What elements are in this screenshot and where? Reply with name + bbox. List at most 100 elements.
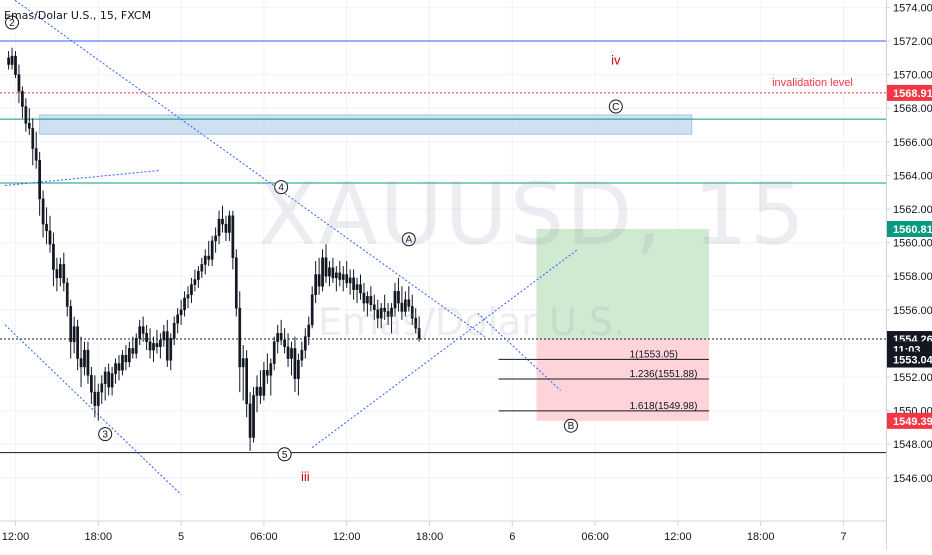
candle-body [55, 269, 59, 279]
candle-body [186, 294, 190, 299]
price-tick-label: 1566.00 [893, 137, 932, 149]
candle-body [366, 296, 369, 304]
candle-body [131, 348, 135, 354]
price-tick-label: 1570.00 [893, 70, 932, 82]
candle-body [338, 272, 342, 280]
trendline [13, 0, 485, 338]
candle-body [331, 267, 335, 279]
candle-body [221, 218, 224, 225]
candle-body [65, 282, 69, 307]
candle-body [162, 331, 166, 341]
candle-body [303, 336, 307, 351]
candle-body [379, 307, 383, 319]
candle-body [386, 311, 390, 317]
wave-label-3: 3 [102, 430, 108, 441]
candle-body [276, 333, 280, 342]
time-axis[interactable]: 12:00 18:00 5 06:00 12:00 18:00 6 06:00 12:00 18:… [0, 520, 886, 543]
candle-body [217, 218, 221, 237]
trendline [5, 169, 161, 186]
price-badge-label: 1560.81 [893, 224, 932, 236]
candle-body [103, 371, 107, 384]
price-tick-label: 1552.00 [893, 372, 932, 384]
wave-marker-circle [98, 427, 113, 442]
candle-body [200, 264, 204, 272]
candle-body [352, 277, 355, 290]
candle-body [369, 296, 373, 306]
candle-body [69, 306, 73, 342]
candle-body [214, 235, 217, 242]
candle-body [93, 391, 97, 406]
symbol-legend[interactable]: Emas/Dolar U.S., 15, FXCM [4, 9, 152, 22]
candle-body [300, 349, 304, 361]
time-tick-label: 06:00 [581, 531, 609, 543]
candle-body [335, 272, 338, 279]
candle-body [228, 215, 231, 233]
candle-body [59, 264, 62, 279]
price-tick-label: 1572.00 [893, 36, 932, 48]
time-tick-label: 06:00 [250, 531, 278, 543]
candle-body [27, 123, 31, 129]
annotation-layer: 1(1553.05) 1.236(1551.88) 1.618(1549.98) in… [5, 15, 853, 484]
candle-body [417, 328, 421, 339]
ticker-watermark: XAUUSD, 15 [258, 165, 807, 265]
candle-body [183, 297, 186, 311]
fib-level-label: 1(1553.05) [630, 349, 678, 360]
price-badge [887, 220, 932, 237]
candle-body [24, 106, 28, 124]
wave-label-iv: iv [611, 53, 621, 68]
candle-body [10, 55, 14, 65]
price-tick-label: 1558.00 [893, 271, 932, 283]
candle-body [179, 309, 183, 316]
candle-body [169, 338, 173, 361]
candle-body [38, 160, 41, 200]
price-badge-label: 1568.91 [893, 88, 932, 100]
candle-body [283, 339, 286, 348]
candle-body [286, 346, 290, 359]
wave-marker-circle [5, 15, 20, 30]
candle-body [190, 284, 193, 295]
candle-body [355, 284, 359, 290]
profit-target-zone [536, 228, 709, 340]
candle-body [397, 291, 400, 304]
wave-label-2: 2 [9, 18, 15, 29]
candle-body [121, 354, 124, 371]
candle-body [117, 363, 121, 371]
price-tick-label: 1562.00 [893, 204, 932, 216]
candle-body [348, 277, 352, 284]
time-tick-label: 12:00 [2, 531, 30, 543]
wave-label-4: 4 [278, 183, 284, 194]
price-axis[interactable]: 1546.001548.001550.001552.001554.001556.… [886, 2, 932, 485]
candle-body [90, 375, 93, 393]
candle-body [293, 348, 297, 379]
candle-body [297, 359, 300, 379]
candle-body [307, 324, 311, 337]
candle-body [362, 292, 366, 304]
candle-body [203, 255, 207, 265]
candle-body [114, 363, 117, 374]
wave-marker-circle [401, 232, 416, 247]
candle-body [341, 274, 345, 280]
price-badge [887, 351, 932, 368]
candle-body [76, 326, 79, 359]
candle-body [96, 391, 100, 406]
candle-body [86, 349, 90, 376]
candle-body [172, 322, 176, 339]
time-tick-label: 6 [509, 531, 515, 543]
candle-body [134, 338, 138, 354]
price-tick-label: 1568.00 [893, 103, 932, 115]
wave-label-A: A [405, 235, 412, 246]
price-tick-label: 1548.00 [893, 439, 932, 451]
candle-body [138, 326, 142, 339]
price-badge-label: 1549.39 [893, 416, 932, 428]
candle-body [193, 279, 197, 285]
candle-body [255, 386, 259, 396]
candle-body [390, 307, 393, 317]
trendline [311, 248, 579, 448]
candle-body [128, 348, 131, 363]
candle-body [269, 363, 273, 376]
wave-marker-circle [608, 99, 623, 114]
candle-body [165, 331, 169, 361]
price-tick-label: 1546.00 [893, 473, 932, 485]
